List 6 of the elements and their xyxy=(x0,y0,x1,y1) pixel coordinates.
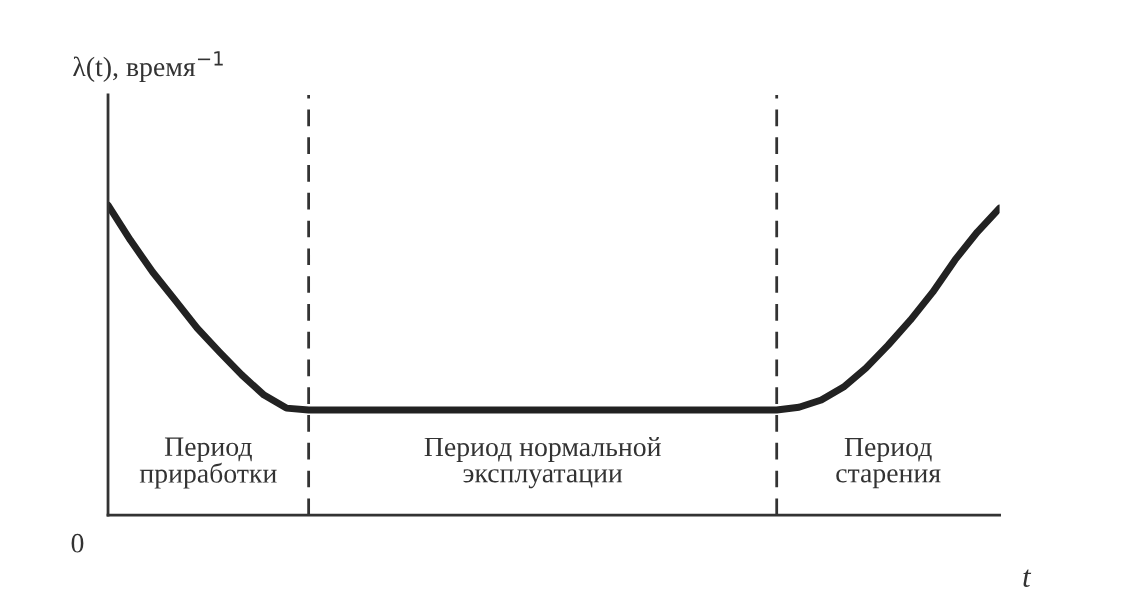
x-axis-title: t xyxy=(1023,569,1032,587)
annotation: Период нормальной эксплуатации xyxy=(424,437,661,489)
text: 0 xyxy=(71,533,84,553)
annotation: Период приработки xyxy=(139,437,277,489)
y-axis-title: λ(t), время$^{−1}$ xyxy=(73,51,223,82)
annotation: Период старения xyxy=(836,437,941,489)
